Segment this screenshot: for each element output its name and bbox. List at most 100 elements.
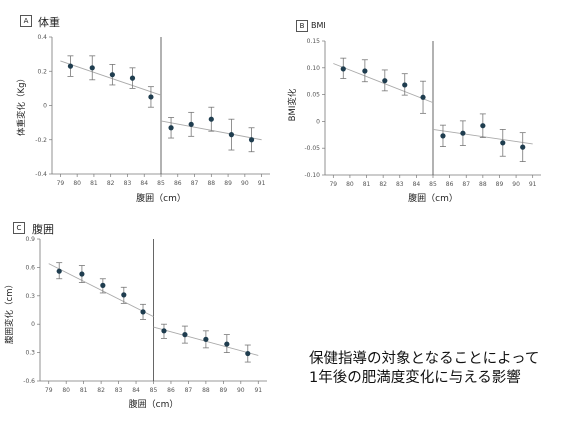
data-point bbox=[500, 140, 506, 146]
x-tick-label: 90 bbox=[241, 180, 249, 187]
data-point bbox=[208, 116, 214, 122]
x-axis-label: 腹囲（cm） bbox=[408, 192, 458, 204]
x-tick-label: 87 bbox=[185, 387, 193, 394]
data-point bbox=[245, 350, 251, 357]
data-point bbox=[100, 282, 106, 288]
x-tick-label: 89 bbox=[496, 181, 504, 188]
data-point bbox=[203, 336, 209, 342]
x-tick-label: 88 bbox=[207, 180, 215, 187]
x-axis-label: 腹囲（cm） bbox=[129, 398, 179, 410]
data-point bbox=[140, 309, 146, 315]
x-tick-label: 84 bbox=[140, 180, 148, 187]
caption: 保健指導の対象となることによって 1年後の肥満度変化に与える影響 bbox=[309, 350, 539, 388]
data-point bbox=[188, 121, 194, 127]
caption-line-2: 1年後の肥満度変化に与える影響 bbox=[309, 370, 521, 386]
x-tick-label: 86 bbox=[446, 181, 454, 188]
y-tick-label: 0.3 bbox=[25, 293, 35, 300]
panel-b-tag: B bbox=[296, 20, 308, 32]
x-tick-label: 79 bbox=[57, 180, 65, 187]
x-tick-label: 80 bbox=[73, 180, 81, 187]
panel-c-title: 腹囲 bbox=[32, 223, 54, 236]
y-tick-label: 0.05 bbox=[307, 92, 321, 99]
data-point bbox=[129, 75, 136, 81]
data-point bbox=[224, 341, 230, 347]
data-point bbox=[402, 82, 408, 88]
x-tick-label: 88 bbox=[479, 181, 487, 188]
panel-a-title: 体重 bbox=[38, 16, 60, 29]
x-tick-label: 83 bbox=[396, 181, 404, 188]
x-tick-label: 84 bbox=[132, 387, 140, 394]
x-tick-label: 91 bbox=[529, 181, 537, 188]
x-tick-label: 84 bbox=[413, 181, 421, 188]
data-point bbox=[161, 328, 167, 334]
data-point bbox=[182, 332, 188, 338]
y-axis-label: 腹囲変化（cm） bbox=[4, 280, 15, 344]
x-tick-label: 87 bbox=[191, 180, 199, 187]
y-tick-label: -0.6 bbox=[23, 378, 35, 385]
data-point bbox=[168, 125, 174, 131]
data-point bbox=[340, 66, 346, 72]
y-tick-label: -0.2 bbox=[35, 137, 47, 144]
x-tick-label: 88 bbox=[202, 387, 210, 394]
x-tick-label: 83 bbox=[115, 387, 123, 394]
fit-line-left bbox=[333, 63, 434, 104]
y-tick-label: 0.9 bbox=[25, 236, 35, 243]
data-point bbox=[248, 137, 255, 143]
data-point bbox=[382, 78, 388, 84]
y-axis-label: 体重変化（Kg） bbox=[16, 74, 27, 136]
x-tick-label: 79 bbox=[45, 387, 53, 394]
data-point bbox=[362, 68, 368, 74]
x-tick-label: 82 bbox=[97, 387, 105, 394]
x-tick-label: 91 bbox=[254, 387, 262, 394]
data-point bbox=[148, 94, 154, 100]
x-tick-label: 81 bbox=[80, 387, 88, 394]
data-point bbox=[89, 65, 95, 71]
data-point bbox=[420, 94, 426, 100]
data-point bbox=[228, 132, 235, 138]
chart-weight: 0.4 0.2 0 -0.2 -0.4 79 80 81 82 83 84 85 86 87 88 89 90 9… bbox=[0, 0, 280, 210]
fit-line-left bbox=[60, 60, 162, 96]
x-tick-label: 81 bbox=[363, 181, 371, 188]
panel-b-title: BMI bbox=[311, 21, 326, 30]
x-tick-label: 85 bbox=[150, 387, 158, 394]
y-tick-label: -0.10 bbox=[304, 172, 320, 179]
x-tick-label: 91 bbox=[258, 180, 266, 187]
y-tick-label: 0 bbox=[316, 118, 320, 125]
y-axis-label: BMI変化 bbox=[287, 88, 298, 121]
data-point bbox=[480, 123, 486, 129]
x-tick-label: 87 bbox=[462, 181, 470, 188]
data-point bbox=[79, 271, 85, 277]
x-tick-label: 86 bbox=[174, 180, 182, 187]
y-tick-label: 0.2 bbox=[37, 68, 47, 75]
x-tick-label: 86 bbox=[167, 387, 175, 394]
y-tick-label: 0.10 bbox=[307, 65, 321, 72]
y-tick-label: 0 bbox=[43, 103, 47, 110]
x-tick-label: 89 bbox=[224, 180, 232, 187]
x-tick-label: 85 bbox=[157, 180, 165, 187]
x-tick-label: 82 bbox=[379, 181, 387, 188]
y-tick-label: 0.15 bbox=[307, 38, 321, 45]
x-tick-label: 89 bbox=[220, 387, 228, 394]
data-point bbox=[520, 144, 526, 150]
data-point bbox=[109, 72, 115, 78]
data-point bbox=[56, 268, 62, 274]
x-tick-label: 85 bbox=[429, 181, 437, 188]
y-tick-label: 0.6 bbox=[25, 264, 35, 271]
x-tick-label: 82 bbox=[107, 180, 115, 187]
x-tick-label: 81 bbox=[90, 180, 98, 187]
x-axis-label: 腹囲（cm） bbox=[136, 192, 186, 204]
x-tick-label: 90 bbox=[512, 181, 520, 188]
fit-line-left bbox=[48, 263, 154, 318]
y-tick-label: 0.3 bbox=[25, 350, 35, 357]
caption-line-1: 保健指導の対象となることによって bbox=[309, 351, 540, 367]
x-tick-label: 80 bbox=[346, 181, 354, 188]
data-point bbox=[67, 63, 74, 69]
x-tick-label: 83 bbox=[124, 180, 132, 187]
x-tick-label: 79 bbox=[329, 181, 337, 188]
y-tick-label: 0 bbox=[31, 321, 35, 328]
data-point bbox=[440, 133, 446, 139]
x-tick-label: 80 bbox=[62, 387, 70, 394]
data-point bbox=[460, 130, 466, 136]
data-point bbox=[121, 292, 127, 298]
x-tick-label: 90 bbox=[237, 387, 245, 394]
